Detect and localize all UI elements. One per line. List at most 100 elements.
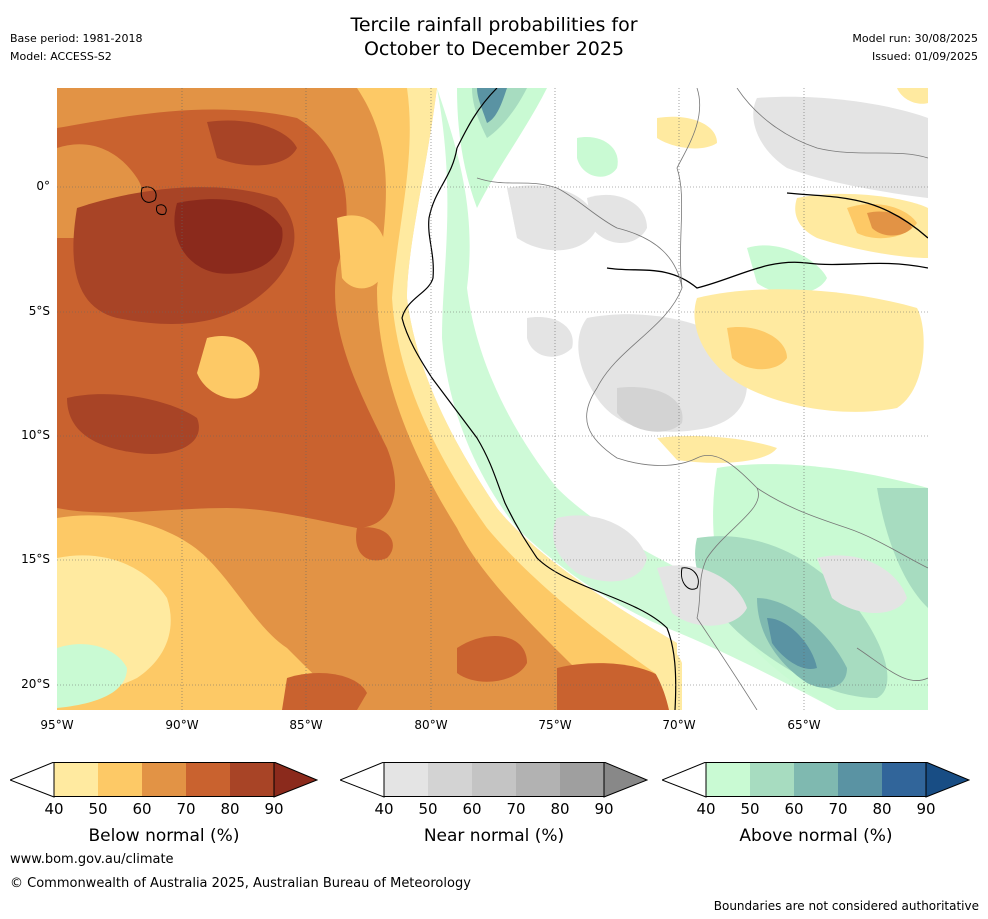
near-normal-40-ecuador [507, 185, 597, 251]
near-normal-50-amazon [617, 387, 683, 432]
below-normal-40-coastal-band [392, 88, 677, 688]
lon-label-70w: 70°W [662, 718, 696, 732]
cb-near-swatch-0 [340, 762, 385, 798]
cb-below-swatch-2 [98, 762, 142, 797]
below-normal-40-brazil [694, 289, 924, 412]
border-peru-brazil-bolivia [586, 287, 759, 619]
border-venezuela-brazil [736, 88, 928, 159]
cb-near-label: Near normal (%) [423, 826, 565, 846]
cb-above-swatch-1 [706, 762, 750, 797]
cb-near-tick-60: 60 [462, 800, 482, 818]
below-normal-50-pocket [197, 336, 260, 399]
coastline [401, 147, 677, 710]
lat-label-15s: 15°S [21, 552, 50, 566]
cb-near-swatch-4 [516, 762, 560, 797]
model-text: Model: ACCESS-S2 [10, 50, 112, 63]
title-line-1: Tercile rainfall probabilities for [350, 14, 638, 36]
cb-below-outline [53, 762, 275, 797]
border-ecuador-peru-colombia [476, 177, 683, 289]
cb-near-swatch-1 [384, 762, 428, 797]
cb-near-swatch-6 [603, 762, 648, 798]
title-line-2: October to December 2025 [363, 38, 625, 60]
below-normal-80-core-top [207, 120, 297, 166]
amazon-delta-coast [786, 192, 928, 239]
model-run-text: Model run: 30/08/2025 [852, 32, 978, 45]
near-normal-40-north-east [753, 96, 928, 198]
border-bolivia-paraguay [856, 647, 928, 682]
cb-below-swatch-5 [230, 762, 274, 797]
map-title: Tercile rainfall probabilities for Octob… [0, 13, 988, 61]
colorbar-above-normal [662, 762, 970, 798]
website-link[interactable]: www.bom.gov.au/climate [10, 852, 174, 867]
colorbar-near-normal [340, 762, 648, 798]
cb-below-tick-80: 80 [220, 800, 240, 818]
above-normal-50-east [877, 488, 928, 608]
lon-label-85w: 85°W [289, 718, 323, 732]
below-normal-80-core-middle [67, 394, 199, 454]
cb-near-tick-90: 90 [594, 800, 614, 818]
below-normal-40-central [657, 436, 777, 463]
base-period-text: Base period: 1981-2018 [10, 32, 143, 45]
coastline-north [456, 88, 498, 149]
near-normal-40-colombia-south [587, 194, 647, 243]
below-normal-40-corner [897, 88, 928, 104]
cb-near-tick-50: 50 [418, 800, 438, 818]
lat-label-5s: 5°S [28, 304, 50, 318]
cb-near-swatch-2 [428, 762, 472, 797]
lat-label-20s: 20°S [21, 677, 50, 691]
cb-above-tick-40: 40 [696, 800, 716, 818]
cb-below-tick-70: 70 [176, 800, 196, 818]
below-normal-40-north-patch [657, 116, 717, 149]
below-normal-70-small-patch [356, 527, 393, 561]
cb-near-tick-40: 40 [374, 800, 394, 818]
cb-near-outline [383, 762, 605, 797]
below-normal-70-south-patch [457, 636, 527, 682]
cb-below-swatch-1 [54, 762, 98, 797]
lat-label-0: 0° [36, 179, 50, 193]
below-normal-90-core [174, 199, 283, 274]
lon-label-75w: 75°W [538, 718, 572, 732]
near-normal-40-bolivia-east [817, 555, 907, 613]
cb-above-swatch-5 [882, 762, 926, 797]
border-colombia-venezuela [676, 88, 701, 289]
lon-label-95w: 95°W [40, 718, 74, 732]
cb-below-tick-90: 90 [264, 800, 284, 818]
cb-below-tick-50: 50 [88, 800, 108, 818]
cb-below-swatch-3 [142, 762, 186, 797]
lon-label-80w: 80°W [414, 718, 448, 732]
cb-above-swatch-3 [794, 762, 838, 797]
copyright-text: © Commonwealth of Australia 2025, Austra… [10, 876, 471, 891]
below-normal-70-south-patch-west [282, 673, 367, 710]
cb-near-swatch-5 [560, 762, 604, 797]
cb-above-swatch-2 [750, 762, 794, 797]
map-svg [57, 88, 928, 710]
amazon-river [606, 261, 928, 289]
probability-map [57, 88, 928, 710]
cb-above-tick-90: 90 [916, 800, 936, 818]
graticule [57, 88, 928, 710]
cb-below-tick-60: 60 [132, 800, 152, 818]
lon-label-90w: 90°W [165, 718, 199, 732]
cb-above-swatch-4 [838, 762, 882, 797]
cb-near-tick-80: 80 [550, 800, 570, 818]
border-bolivia-brazil [756, 487, 928, 569]
galapagos-islands [140, 186, 167, 215]
above-normal-40-colombia [577, 137, 618, 177]
cb-near-swatch-3 [472, 762, 516, 797]
cb-above-outline [705, 762, 927, 797]
lon-label-65w: 65°W [787, 718, 821, 732]
cb-above-tick-60: 60 [784, 800, 804, 818]
cb-below-label: Below normal (%) [88, 826, 240, 846]
above-normal-70-north-core [477, 88, 507, 123]
cb-above-tick-50: 50 [740, 800, 760, 818]
below-normal-70-coastal-south [557, 663, 672, 710]
disclaimer-text: Boundaries are not considered authoritat… [713, 899, 979, 913]
near-normal-40-peru-south [553, 515, 647, 582]
cb-below-tick-40: 40 [44, 800, 64, 818]
lat-label-10s: 10°S [21, 428, 50, 442]
below-normal-40-chile-coast [617, 618, 682, 710]
cb-above-label: Above normal (%) [739, 826, 893, 846]
above-normal-70-southeast-core [767, 618, 817, 669]
issued-text: Issued: 01/09/2025 [871, 50, 978, 63]
above-normal-40-central-north [747, 245, 827, 294]
